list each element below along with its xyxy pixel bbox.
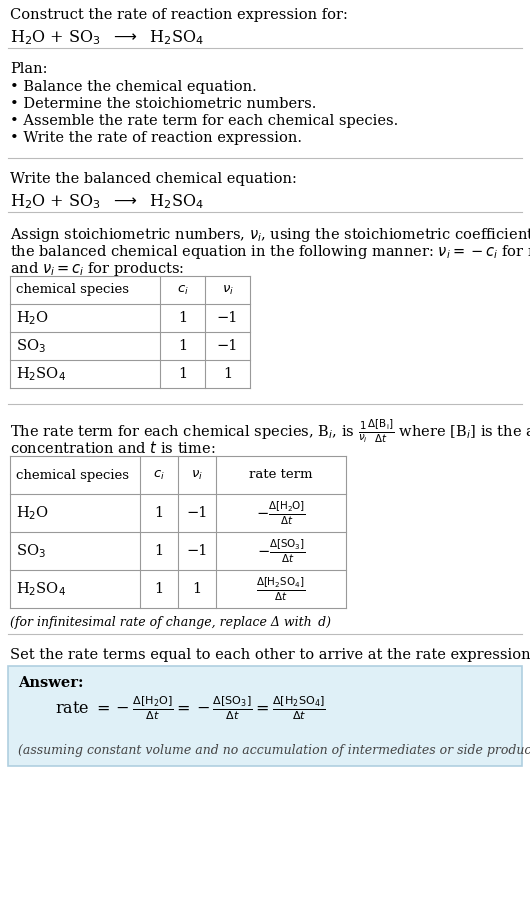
Text: H$_2$O: H$_2$O bbox=[16, 504, 49, 521]
Text: $c_i$: $c_i$ bbox=[153, 469, 165, 481]
Text: Assign stoichiometric numbers, $\nu_i$, using the stoichiometric coefficients, $: Assign stoichiometric numbers, $\nu_i$, … bbox=[10, 226, 530, 244]
Text: 1: 1 bbox=[154, 582, 164, 596]
Text: • Write the rate of reaction expression.: • Write the rate of reaction expression. bbox=[10, 131, 302, 145]
Text: $\frac{\Delta[\mathrm{H_2SO_4}]}{\Delta t}$: $\frac{\Delta[\mathrm{H_2SO_4}]}{\Delta … bbox=[257, 575, 306, 602]
Text: $c_i$: $c_i$ bbox=[176, 283, 188, 297]
Text: 1: 1 bbox=[154, 506, 164, 520]
Text: The rate term for each chemical species, B$_i$, is $\frac{1}{\nu_i}\frac{\Delta[: The rate term for each chemical species,… bbox=[10, 418, 530, 446]
Text: H$_2$SO$_4$: H$_2$SO$_4$ bbox=[16, 581, 66, 598]
Text: Answer:: Answer: bbox=[18, 676, 84, 690]
Text: SO$_3$: SO$_3$ bbox=[16, 337, 46, 355]
Text: H$_2$O + SO$_3$  $\longrightarrow$  H$_2$SO$_4$: H$_2$O + SO$_3$ $\longrightarrow$ H$_2$S… bbox=[10, 192, 204, 211]
Text: $-\frac{\Delta[\mathrm{SO_3}]}{\Delta t}$: $-\frac{\Delta[\mathrm{SO_3}]}{\Delta t}… bbox=[257, 537, 305, 565]
Text: rate term: rate term bbox=[249, 469, 313, 481]
Text: −1: −1 bbox=[187, 544, 208, 558]
Text: • Assemble the rate term for each chemical species.: • Assemble the rate term for each chemic… bbox=[10, 114, 398, 128]
Text: H$_2$O: H$_2$O bbox=[16, 309, 49, 327]
Text: (for infinitesimal rate of change, replace Δ with  d): (for infinitesimal rate of change, repla… bbox=[10, 616, 331, 629]
Text: H$_2$SO$_4$: H$_2$SO$_4$ bbox=[16, 365, 66, 383]
Text: Construct the rate of reaction expression for:: Construct the rate of reaction expressio… bbox=[10, 8, 348, 22]
Text: • Balance the chemical equation.: • Balance the chemical equation. bbox=[10, 80, 257, 94]
Text: SO$_3$: SO$_3$ bbox=[16, 542, 46, 560]
Text: 1: 1 bbox=[178, 367, 187, 381]
FancyBboxPatch shape bbox=[8, 666, 522, 766]
Text: concentration and $t$ is time:: concentration and $t$ is time: bbox=[10, 440, 216, 456]
Text: and $\nu_i = c_i$ for products:: and $\nu_i = c_i$ for products: bbox=[10, 260, 184, 278]
Text: the balanced chemical equation in the following manner: $\nu_i = -c_i$ for react: the balanced chemical equation in the fo… bbox=[10, 243, 530, 261]
Text: $\nu_i$: $\nu_i$ bbox=[222, 283, 234, 297]
Text: 1: 1 bbox=[192, 582, 201, 596]
Text: $-\frac{\Delta[\mathrm{H_2O}]}{\Delta t}$: $-\frac{\Delta[\mathrm{H_2O}]}{\Delta t}… bbox=[256, 500, 306, 527]
Text: −1: −1 bbox=[217, 339, 238, 353]
Text: Plan:: Plan: bbox=[10, 62, 48, 76]
Text: 1: 1 bbox=[223, 367, 232, 381]
Text: • Determine the stoichiometric numbers.: • Determine the stoichiometric numbers. bbox=[10, 97, 316, 111]
Text: 1: 1 bbox=[178, 311, 187, 325]
Text: Set the rate terms equal to each other to arrive at the rate expression:: Set the rate terms equal to each other t… bbox=[10, 648, 530, 662]
Text: −1: −1 bbox=[217, 311, 238, 325]
Text: H$_2$O + SO$_3$  $\longrightarrow$  H$_2$SO$_4$: H$_2$O + SO$_3$ $\longrightarrow$ H$_2$S… bbox=[10, 28, 204, 46]
Text: $\nu_i$: $\nu_i$ bbox=[191, 469, 203, 481]
Text: rate $= -\frac{\Delta[\mathrm{H_2O}]}{\Delta t} = -\frac{\Delta[\mathrm{SO_3}]}{: rate $= -\frac{\Delta[\mathrm{H_2O}]}{\D… bbox=[55, 694, 326, 722]
Text: chemical species: chemical species bbox=[16, 469, 129, 481]
Text: 1: 1 bbox=[178, 339, 187, 353]
Text: chemical species: chemical species bbox=[16, 284, 129, 297]
Text: −1: −1 bbox=[187, 506, 208, 520]
Text: 1: 1 bbox=[154, 544, 164, 558]
Text: Write the balanced chemical equation:: Write the balanced chemical equation: bbox=[10, 172, 297, 186]
Text: (assuming constant volume and no accumulation of intermediates or side products): (assuming constant volume and no accumul… bbox=[18, 744, 530, 757]
